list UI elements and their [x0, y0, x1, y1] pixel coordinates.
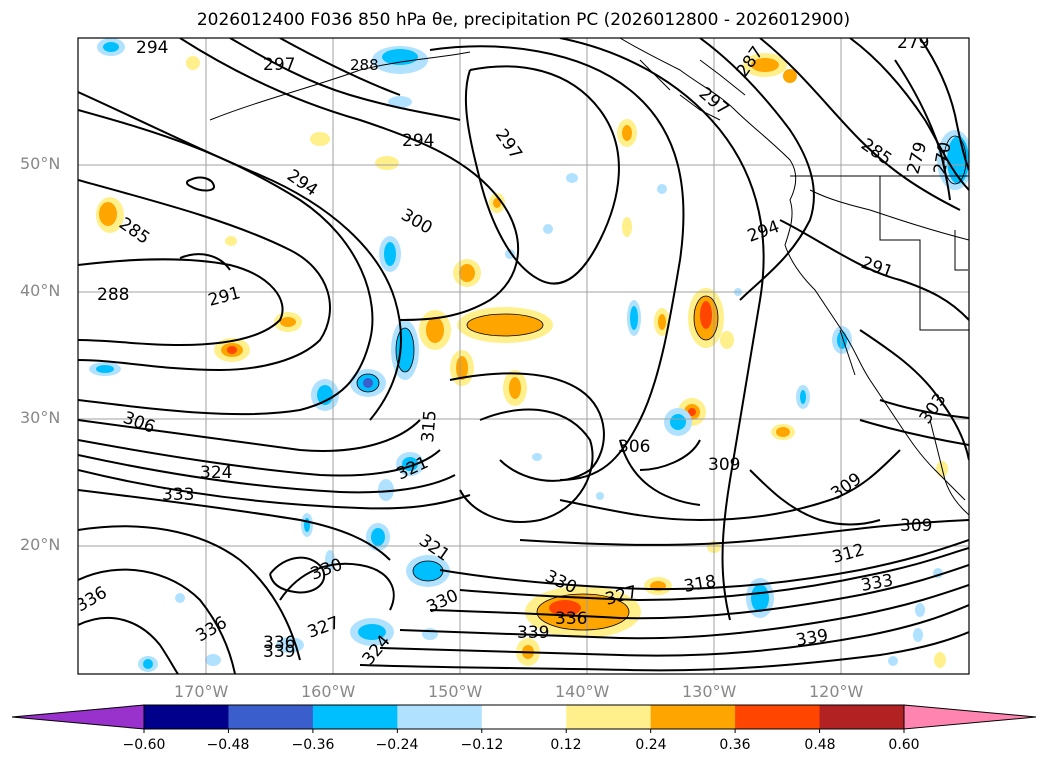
contour-label: 309	[708, 455, 740, 475]
plot-frame	[77, 37, 970, 675]
contour-label: 279	[897, 33, 929, 53]
lon-tick-label: 150°W	[428, 682, 483, 701]
colorbar-tick-label: −0.36	[291, 737, 335, 753]
contour-label: 339	[263, 642, 295, 662]
colorbar-tick-label: 0.36	[719, 737, 751, 753]
colorbar-segment	[397, 705, 483, 729]
colorbar	[11, 704, 1037, 733]
colorbar-tick-label: 0.48	[804, 737, 836, 753]
lon-tick-label: 130°W	[682, 682, 737, 701]
lat-tick-label: 30°N	[20, 408, 61, 427]
colorbar-tick-label: −0.12	[460, 737, 504, 753]
colorbar-segment	[228, 705, 314, 729]
theta-e-contours	[78, 38, 969, 674]
graticule	[78, 38, 969, 674]
contour-label: 315	[418, 409, 441, 443]
precip-outlines	[356, 135, 967, 631]
plot-area	[78, 38, 969, 674]
colorbar-segment	[650, 705, 736, 729]
contour-label: 336	[555, 609, 587, 629]
colorbar-segment	[819, 705, 905, 729]
contour-label: 309	[900, 516, 932, 536]
colorbar-tick-label: −0.60	[122, 737, 166, 753]
contour-label: 288	[350, 56, 379, 74]
lon-tick-label: 120°W	[809, 682, 864, 701]
lat-tick-label: 40°N	[20, 281, 61, 300]
colorbar-segment	[735, 705, 821, 729]
colorbar-tick-label: −0.48	[206, 737, 250, 753]
lat-tick-label: 50°N	[20, 154, 61, 173]
contour-label: 288	[97, 285, 129, 305]
lon-tick-label: 140°W	[555, 682, 610, 701]
colorbar-extend-min	[12, 705, 144, 729]
coastlines	[209, 38, 969, 516]
contour-label: 339	[517, 623, 549, 643]
contour-label: 306	[618, 437, 650, 457]
colorbar-tick-label: −0.24	[375, 737, 419, 753]
contour-label: 324	[200, 463, 232, 483]
contour-label: 336	[263, 633, 295, 653]
colorbar-segment	[481, 705, 567, 729]
lat-tick-label: 20°N	[20, 535, 61, 554]
lon-tick-label: 160°W	[301, 682, 356, 701]
contour-label: 294	[402, 131, 434, 151]
contour-label: 333	[162, 485, 194, 505]
lon-tick-label: 170°W	[174, 682, 229, 701]
colorbar-tick-label: 0.24	[635, 737, 667, 753]
contour-label: 297	[263, 55, 295, 75]
contour-label: 294	[136, 38, 168, 58]
colorbar-tick-label: 0.60	[888, 737, 920, 753]
colorbar-segment	[566, 705, 652, 729]
map-title: 2026012400 F036 850 hPa θe, precipitatio…	[196, 10, 851, 30]
colorbar-tick-label: 0.12	[550, 737, 582, 753]
colorbar-extend-max	[904, 705, 1036, 729]
colorbar-segment	[312, 705, 398, 729]
colorbar-segment	[144, 705, 229, 729]
